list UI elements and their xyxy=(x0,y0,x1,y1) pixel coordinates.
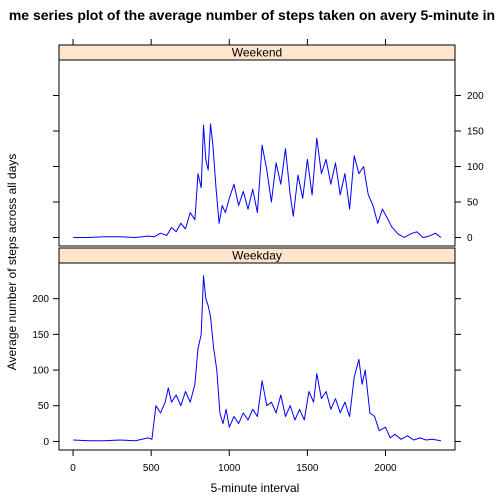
y-tick-label-weekday: 50 xyxy=(38,401,50,412)
x-tick-label: 500 xyxy=(143,463,160,474)
x-tick-label: 1500 xyxy=(296,463,319,474)
y-tick-label-weekend: 100 xyxy=(467,162,484,173)
x-axis: 0 500 1000 1500 2000 xyxy=(70,39,397,474)
y-axis-title: Average number of steps across all days xyxy=(5,154,19,371)
y-tick-label-weekday: 100 xyxy=(32,366,49,377)
y-tick-label-weekend: 50 xyxy=(467,197,479,208)
chart-title: me series plot of the average number of … xyxy=(9,7,495,23)
x-tick-label: 2000 xyxy=(374,463,397,474)
panel-frame-weekend xyxy=(58,59,456,247)
y-tick-label-weekday: 200 xyxy=(32,294,49,305)
y-tick-label-weekend: 150 xyxy=(467,126,484,137)
y-tick-label-weekday: 0 xyxy=(43,437,49,448)
series-line-weekday xyxy=(73,275,441,442)
y-tick-label-weekend: 0 xyxy=(467,233,473,244)
x-tick-label: 1000 xyxy=(218,463,241,474)
x-tick-label: 0 xyxy=(70,463,76,474)
y-tick-label-weekday: 150 xyxy=(32,330,49,341)
panel-weekend: Weekend 0 50 100 150 200 xyxy=(53,44,484,247)
panel-strip-label-weekend: Weekend xyxy=(232,46,282,60)
panel-weekday: Weekday 0 50 100 150 200 xyxy=(32,247,461,451)
y-tick-label-weekend: 200 xyxy=(467,91,484,102)
x-axis-title: 5-minute interval xyxy=(211,481,300,495)
series-line-weekend xyxy=(73,123,442,238)
panel-strip-label-weekday: Weekday xyxy=(232,249,282,263)
panel-frame-weekday xyxy=(58,262,456,451)
